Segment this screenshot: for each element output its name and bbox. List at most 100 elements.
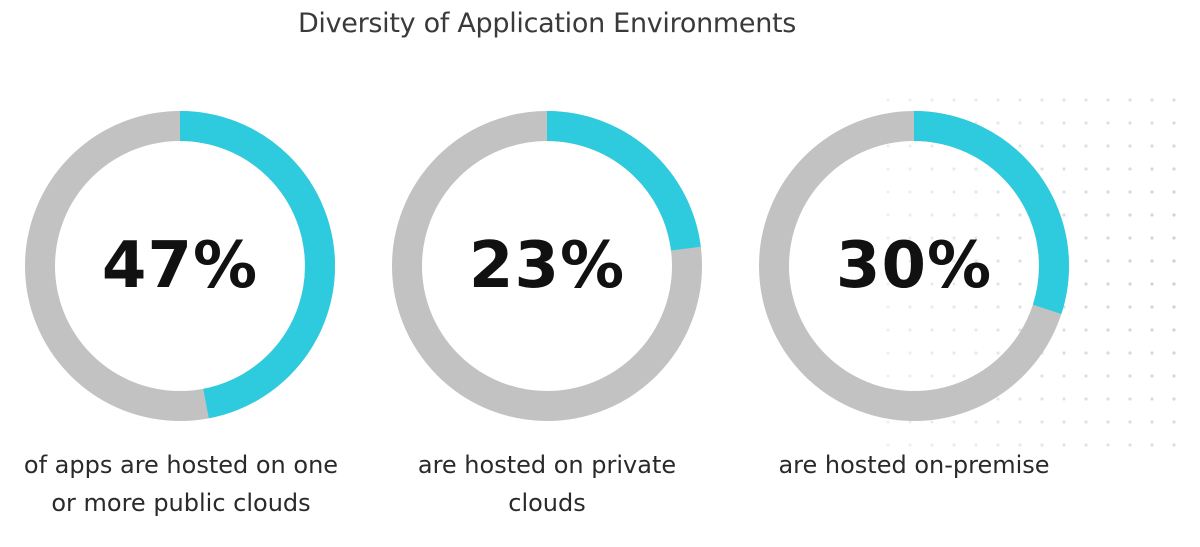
decorative-dot <box>908 236 912 240</box>
decorative-dot <box>908 213 912 217</box>
decorative-dot <box>1084 374 1088 378</box>
decorative-dot <box>908 190 912 194</box>
decorative-dot <box>1150 213 1154 217</box>
decorative-dot <box>886 282 890 286</box>
decorative-dot <box>908 443 912 447</box>
caption-line: clouds <box>508 489 586 517</box>
donut-chart-on-premise: 30% <box>758 110 1070 422</box>
decorative-dot <box>930 328 934 332</box>
decorative-dot <box>952 167 956 171</box>
decorative-dot <box>908 351 912 355</box>
decorative-dot <box>974 328 978 332</box>
decorative-dot <box>1084 213 1088 217</box>
decorative-dot <box>1062 351 1066 355</box>
decorative-dot <box>930 167 934 171</box>
decorative-dot <box>930 374 934 378</box>
decorative-dot <box>1150 236 1154 240</box>
decorative-dot <box>1106 121 1110 125</box>
decorative-dot <box>974 351 978 355</box>
decorative-dot <box>996 351 1000 355</box>
decorative-dot <box>908 328 912 332</box>
decorative-dot <box>996 282 1000 286</box>
decorative-dot <box>1084 351 1088 355</box>
decorative-dot <box>1128 443 1132 447</box>
decorative-dot <box>1106 351 1110 355</box>
decorative-dot <box>952 328 956 332</box>
decorative-dot <box>1128 374 1132 378</box>
decorative-dot <box>1150 305 1154 309</box>
decorative-dot <box>1172 397 1176 401</box>
decorative-dot <box>1150 420 1154 424</box>
decorative-dot <box>1040 167 1044 171</box>
decorative-dot <box>1128 144 1132 148</box>
decorative-dot <box>996 190 1000 194</box>
donut-svg-private-clouds <box>392 111 702 421</box>
decorative-dot <box>952 443 956 447</box>
decorative-dot <box>1018 213 1022 217</box>
decorative-dot <box>1018 144 1022 148</box>
decorative-dot <box>1172 236 1176 240</box>
decorative-dot <box>1040 397 1044 401</box>
decorative-dot <box>1150 259 1154 263</box>
decorative-dot <box>1062 397 1066 401</box>
decorative-dot <box>908 374 912 378</box>
decorative-dot <box>886 259 890 263</box>
decorative-dot <box>1040 144 1044 148</box>
decorative-dot <box>1172 259 1176 263</box>
decorative-dot <box>1150 282 1154 286</box>
decorative-dot <box>996 443 1000 447</box>
decorative-dot <box>1172 121 1176 125</box>
decorative-dot <box>1106 374 1110 378</box>
decorative-dot <box>1172 190 1176 194</box>
decorative-dot <box>974 213 978 217</box>
decorative-dot <box>1172 374 1176 378</box>
decorative-dot <box>1018 282 1022 286</box>
decorative-dot <box>930 443 934 447</box>
decorative-dot <box>952 420 956 424</box>
decorative-dot <box>1018 328 1022 332</box>
decorative-dot <box>886 236 890 240</box>
decorative-dot <box>1128 282 1132 286</box>
decorative-dot <box>1062 374 1066 378</box>
decorative-dot <box>930 420 934 424</box>
donut-arc-on-premise <box>759 111 1069 421</box>
decorative-dot <box>930 213 934 217</box>
decorative-dot <box>1172 144 1176 148</box>
decorative-dot <box>1018 121 1022 125</box>
decorative-dot <box>952 374 956 378</box>
decorative-dot <box>1084 259 1088 263</box>
decorative-dot <box>1062 420 1066 424</box>
decorative-dot <box>1040 374 1044 378</box>
decorative-dot <box>974 282 978 286</box>
caption-private-clouds: are hosted on private clouds <box>347 446 747 522</box>
decorative-dot <box>1084 167 1088 171</box>
decorative-dot <box>908 420 912 424</box>
decorative-dot <box>1128 328 1132 332</box>
decorative-dot <box>1150 167 1154 171</box>
decorative-dot <box>1150 98 1154 102</box>
decorative-dot <box>1062 167 1066 171</box>
donut-svg-public-clouds <box>25 111 335 421</box>
decorative-dot <box>952 190 956 194</box>
decorative-dot <box>930 305 934 309</box>
decorative-dot <box>930 98 934 102</box>
decorative-dot <box>1172 167 1176 171</box>
decorative-dot <box>886 420 890 424</box>
decorative-dot <box>974 190 978 194</box>
donut-arc-private-clouds <box>392 111 702 421</box>
caption-line: are hosted on-premise <box>778 451 1050 479</box>
decorative-dot <box>930 282 934 286</box>
decorative-dot <box>1172 282 1176 286</box>
decorative-dot <box>1106 328 1110 332</box>
decorative-dot <box>1172 305 1176 309</box>
decorative-dot <box>952 351 956 355</box>
decorative-dot <box>1018 420 1022 424</box>
decorative-dot <box>1172 213 1176 217</box>
decorative-dot <box>1106 98 1110 102</box>
decorative-dot <box>1150 397 1154 401</box>
decorative-dot <box>886 167 890 171</box>
decorative-dot <box>886 328 890 332</box>
decorative-dot <box>1150 121 1154 125</box>
caption-on-premise: are hosted on-premise <box>714 446 1114 484</box>
decorative-dot <box>1106 259 1110 263</box>
